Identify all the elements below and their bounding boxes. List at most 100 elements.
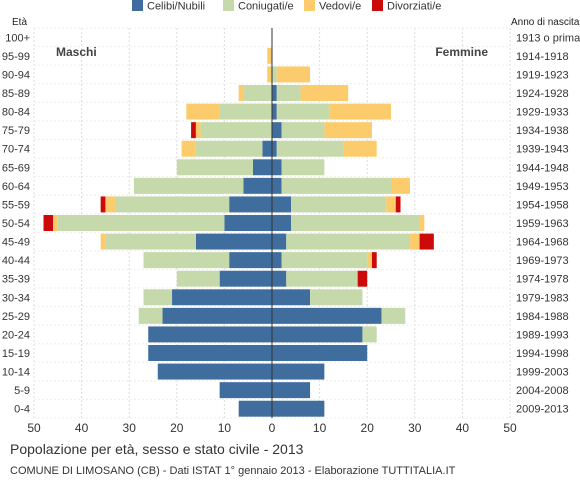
age-label-5-9: 5-9 — [14, 385, 30, 397]
legend-swatch-coniugati-e — [223, 0, 234, 11]
birth-year-label-1954-1958: 1954-1958 — [516, 199, 569, 211]
bar-male-celibi-nubili-25-29 — [162, 307, 272, 324]
age-label-30-34: 30-34 — [2, 292, 30, 304]
bar-male-vedovi-e-70-74 — [181, 140, 196, 157]
bar-female-coniugati-e-30-34 — [310, 289, 363, 306]
age-label-65-69: 65-69 — [2, 162, 30, 174]
left-side-label: Maschi — [56, 45, 97, 59]
bar-male-coniugati-e-65-69 — [176, 159, 253, 176]
bar-female-coniugati-e-45-49 — [286, 233, 411, 250]
bar-male-vedovi-e-45-49 — [100, 233, 106, 250]
legend-label-celibi-nubili: Celibi/Nubili — [147, 1, 205, 13]
legend-swatch-vedovi-e — [304, 0, 315, 11]
bar-male-coniugati-e-80-84 — [219, 103, 272, 120]
bar-female-vedovi-e-60-64 — [391, 177, 411, 194]
bar-female-coniugati-e-50-54 — [291, 215, 420, 231]
x-tick-label: 30 — [123, 421, 137, 435]
legend: Celibi/Nubili Coniugati/e Vedovi/e Divorzia… — [132, 0, 441, 13]
bar-female-celibi-nubili-15-19 — [272, 345, 368, 361]
bar-female-vedovi-e-45-49 — [410, 233, 420, 250]
bar-female-celibi-nubili-65-69 — [272, 159, 282, 176]
birth-year-labels: 1913 o prima 1914-1918 1919-1923 1924-1928 1… — [516, 32, 580, 415]
x-tick-label: 20 — [361, 421, 375, 435]
bar-female-vedovi-e-75-79 — [324, 122, 372, 139]
bar-male-coniugati-e-35-39 — [176, 270, 220, 287]
age-label-0-4: 0-4 — [14, 404, 30, 416]
bar-female-coniugati-e-90-94 — [272, 66, 277, 83]
bar-male-celibi-nubili-0-4 — [238, 400, 272, 417]
age-label-60-64: 60-64 — [2, 181, 30, 193]
bar-male-celibi-nubili-55-59 — [229, 196, 272, 213]
birth-year-label-1969-1973: 1969-1973 — [516, 255, 569, 267]
birth-year-label-1959-1963: 1959-1963 — [516, 218, 569, 230]
age-label-90-94: 90-94 — [2, 69, 30, 81]
chart-title: Popolazione per età, sesso e stato civil… — [10, 441, 304, 457]
birth-year-label-1994-1998: 1994-1998 — [516, 348, 569, 360]
bar-male-celibi-nubili-60-64 — [243, 177, 272, 194]
x-tick-label: 10 — [218, 421, 232, 435]
bar-female-celibi-nubili-45-49 — [272, 233, 287, 250]
bar-male-celibi-nubili-70-74 — [262, 140, 272, 157]
birth-year-label-1989-1993: 1989-1993 — [516, 329, 569, 341]
birth-year-label-1929-1933: 1929-1933 — [516, 107, 569, 119]
x-tick-label: 50 — [503, 421, 517, 435]
bar-female-coniugati-e-80-84 — [276, 103, 330, 120]
bar-male-vedovi-e-95-99 — [267, 47, 272, 64]
bar-female-divorziati-e-35-39 — [357, 270, 368, 287]
bar-female-coniugati-e-25-29 — [381, 307, 406, 324]
age-labels: 100+ 95-99 90-94 85-89 80-84 75-79 70-74 65-69 6… — [2, 32, 30, 415]
legend-label-vedovi-e: Vedovi/e — [319, 1, 361, 13]
bar-male-divorziati-e-50-54 — [43, 215, 54, 231]
x-tick-label: 40 — [456, 421, 470, 435]
birth-year-label-1919-1923: 1919-1923 — [516, 69, 569, 81]
age-label-45-49: 45-49 — [2, 237, 30, 249]
bar-female-coniugati-e-20-24 — [362, 326, 377, 343]
bar-female-celibi-nubili-30-34 — [272, 289, 311, 306]
age-label-70-74: 70-74 — [2, 144, 30, 156]
bar-female-divorziati-e-55-59 — [395, 196, 401, 213]
bar-female-coniugati-e-65-69 — [281, 159, 325, 176]
bar-male-celibi-nubili-30-34 — [172, 289, 272, 306]
x-tick-label: 30 — [408, 421, 422, 435]
bar-female-vedovi-e-40-44 — [367, 252, 372, 269]
age-label-40-44: 40-44 — [2, 255, 30, 267]
bar-male-coniugati-e-55-59 — [114, 196, 230, 213]
age-label-85-89: 85-89 — [2, 88, 30, 100]
bar-male-celibi-nubili-65-69 — [252, 159, 272, 176]
bar-male-vedovi-e-50-54 — [53, 215, 58, 231]
birth-year-label-1979-1983: 1979-1983 — [516, 292, 569, 304]
age-label-15-19: 15-19 — [2, 348, 30, 360]
bar-female-celibi-nubili-85-89 — [272, 85, 277, 101]
bar-male-vedovi-e-85-89 — [238, 85, 244, 101]
bar-female-divorziati-e-45-49 — [419, 233, 434, 250]
bar-male-coniugati-e-75-79 — [200, 122, 272, 139]
x-tick-label: 40 — [75, 421, 89, 435]
bar-male-vedovi-e-55-59 — [105, 196, 115, 213]
birth-year-label-1949-1953: 1949-1953 — [516, 181, 569, 193]
age-label-100: 100+ — [5, 32, 30, 44]
bar-female-celibi-nubili-25-29 — [272, 307, 382, 324]
birth-year-label-1964-1968: 1964-1968 — [516, 237, 569, 249]
legend-swatch-celibi-nubili — [132, 0, 143, 11]
bar-male-coniugati-e-40-44 — [143, 252, 230, 269]
bar-female-coniugati-e-40-44 — [281, 252, 368, 269]
bar-female-celibi-nubili-0-4 — [272, 400, 325, 417]
bar-female-celibi-nubili-80-84 — [272, 103, 277, 120]
age-label-35-39: 35-39 — [2, 274, 30, 286]
x-tick-label: 10 — [313, 421, 327, 435]
age-label-20-24: 20-24 — [2, 329, 30, 341]
x-tick-label: 50 — [27, 421, 41, 435]
legend-label-coniugati-e: Coniugati/e — [238, 1, 294, 13]
birth-year-label-1944-1948: 1944-1948 — [516, 162, 569, 174]
bar-male-celibi-nubili-40-44 — [229, 252, 272, 269]
bar-female-celibi-nubili-70-74 — [272, 140, 277, 157]
bar-male-divorziati-e-55-59 — [100, 196, 106, 213]
birth-year-label-1934-1938: 1934-1938 — [516, 125, 569, 137]
age-label-95-99: 95-99 — [2, 51, 30, 63]
bar-female-celibi-nubili-75-79 — [272, 122, 282, 139]
bar-female-coniugati-e-70-74 — [276, 140, 344, 157]
bar-female-celibi-nubili-40-44 — [272, 252, 282, 269]
birth-year-label-1939-1943: 1939-1943 — [516, 144, 569, 156]
bar-male-celibi-nubili-45-49 — [195, 233, 272, 250]
